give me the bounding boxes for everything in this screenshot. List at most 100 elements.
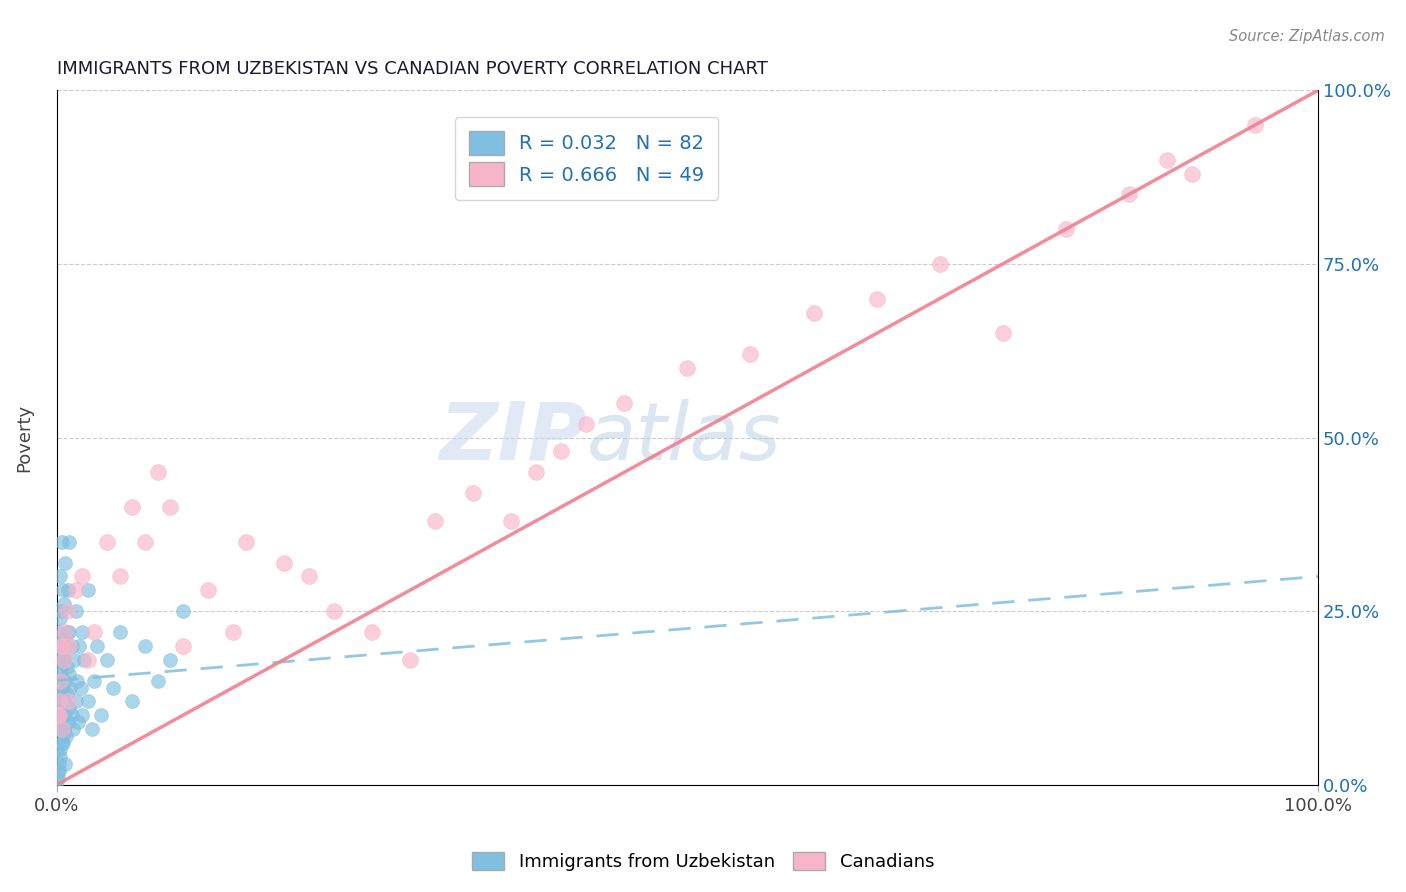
Point [49, 659, 72, 673]
Point [1244, 118, 1267, 132]
Point [398, 653, 420, 667]
Point [65, 694, 87, 708]
Point [146, 673, 169, 688]
Point [423, 514, 446, 528]
Point [53, 653, 76, 667]
Point [121, 500, 143, 514]
Point [524, 465, 547, 479]
Point [108, 624, 131, 639]
Point [55, 604, 77, 618]
Point [159, 653, 181, 667]
Point [928, 257, 950, 271]
Point [49, 611, 72, 625]
Point [56, 583, 79, 598]
Point [80, 722, 103, 736]
Point [273, 556, 295, 570]
Point [197, 583, 219, 598]
Point [53, 597, 76, 611]
Point [48, 708, 70, 723]
Point [60, 708, 83, 723]
Point [56, 659, 79, 673]
Point [65, 583, 87, 598]
Point [49, 666, 72, 681]
Point [865, 292, 887, 306]
Point [51, 604, 73, 618]
Point [1181, 167, 1204, 181]
Point [59, 681, 82, 695]
Point [46, 771, 69, 785]
Y-axis label: Poverty: Poverty [15, 403, 32, 472]
Point [53, 722, 76, 736]
Text: Source: ZipAtlas.com: Source: ZipAtlas.com [1229, 29, 1385, 44]
Point [49, 743, 72, 757]
Point [48, 694, 70, 708]
Point [51, 688, 73, 702]
Point [51, 715, 73, 730]
Point [159, 500, 181, 514]
Point [51, 646, 73, 660]
Point [58, 666, 80, 681]
Text: IMMIGRANTS FROM UZBEKISTAN VS CANADIAN POVERTY CORRELATION CHART: IMMIGRANTS FROM UZBEKISTAN VS CANADIAN P… [56, 60, 768, 78]
Point [49, 722, 72, 736]
Point [108, 569, 131, 583]
Point [63, 653, 86, 667]
Text: atlas: atlas [586, 399, 782, 476]
Point [49, 681, 72, 695]
Point [66, 673, 89, 688]
Point [67, 639, 90, 653]
Point [55, 756, 77, 771]
Point [1156, 153, 1178, 167]
Point [58, 624, 80, 639]
Point [77, 694, 100, 708]
Point [172, 639, 194, 653]
Point [49, 673, 72, 688]
Point [323, 604, 346, 618]
Point [96, 653, 118, 667]
Point [499, 514, 522, 528]
Point [222, 624, 245, 639]
Point [70, 624, 93, 639]
Legend: Immigrants from Uzbekistan, Canadians: Immigrants from Uzbekistan, Canadians [464, 845, 942, 879]
Point [361, 624, 384, 639]
Point [56, 694, 79, 708]
Point [1118, 187, 1140, 202]
Point [58, 534, 80, 549]
Point [49, 750, 72, 764]
Point [1054, 222, 1077, 236]
Point [676, 361, 699, 376]
Point [146, 465, 169, 479]
Point [69, 681, 91, 695]
Point [55, 688, 77, 702]
Point [48, 624, 70, 639]
Point [55, 624, 77, 639]
Point [48, 756, 70, 771]
Point [56, 715, 79, 730]
Point [77, 583, 100, 598]
Point [58, 639, 80, 653]
Point [46, 722, 69, 736]
Point [51, 632, 73, 646]
Point [235, 534, 257, 549]
Point [65, 604, 87, 618]
Point [53, 673, 76, 688]
Point [740, 347, 762, 361]
Point [53, 653, 76, 667]
Point [86, 639, 108, 653]
Point [134, 639, 156, 653]
Point [49, 639, 72, 653]
Point [90, 708, 112, 723]
Point [53, 722, 76, 736]
Point [60, 639, 83, 653]
Point [62, 722, 84, 736]
Point [77, 653, 100, 667]
Point [49, 569, 72, 583]
Point [52, 729, 75, 743]
Point [48, 694, 70, 708]
Point [52, 736, 75, 750]
Point [103, 681, 125, 695]
Point [55, 639, 77, 653]
Point [172, 604, 194, 618]
Point [48, 673, 70, 688]
Point [55, 729, 77, 743]
Point [51, 736, 73, 750]
